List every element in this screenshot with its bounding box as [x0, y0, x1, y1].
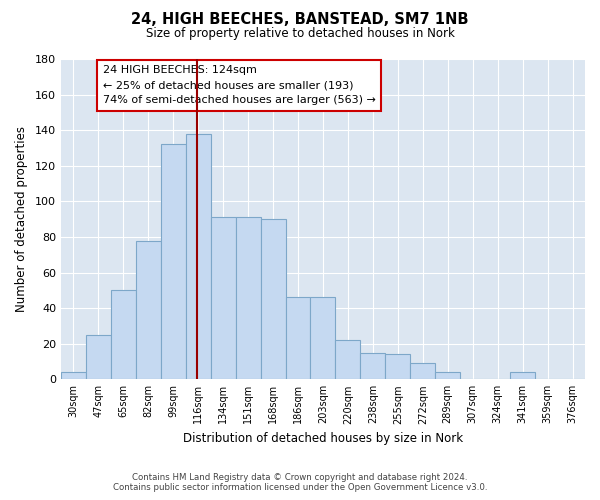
Bar	[211, 218, 236, 380]
Y-axis label: Number of detached properties: Number of detached properties	[15, 126, 28, 312]
Bar	[136, 240, 161, 380]
Bar	[161, 144, 186, 380]
Bar	[236, 218, 260, 380]
Bar	[361, 352, 385, 380]
Bar	[435, 372, 460, 380]
Bar	[260, 219, 286, 380]
Text: Size of property relative to detached houses in Nork: Size of property relative to detached ho…	[146, 28, 454, 40]
Bar	[335, 340, 361, 380]
Text: 24 HIGH BEECHES: 124sqm
← 25% of detached houses are smaller (193)
74% of semi-d: 24 HIGH BEECHES: 124sqm ← 25% of detache…	[103, 66, 376, 105]
Bar	[410, 364, 435, 380]
Bar	[61, 372, 86, 380]
Text: 24, HIGH BEECHES, BANSTEAD, SM7 1NB: 24, HIGH BEECHES, BANSTEAD, SM7 1NB	[131, 12, 469, 28]
Bar	[510, 372, 535, 380]
Bar	[111, 290, 136, 380]
Text: Contains HM Land Registry data © Crown copyright and database right 2024.
Contai: Contains HM Land Registry data © Crown c…	[113, 473, 487, 492]
Bar	[286, 298, 310, 380]
Bar	[186, 134, 211, 380]
Bar	[86, 335, 111, 380]
X-axis label: Distribution of detached houses by size in Nork: Distribution of detached houses by size …	[183, 432, 463, 445]
Bar	[310, 298, 335, 380]
Bar	[385, 354, 410, 380]
